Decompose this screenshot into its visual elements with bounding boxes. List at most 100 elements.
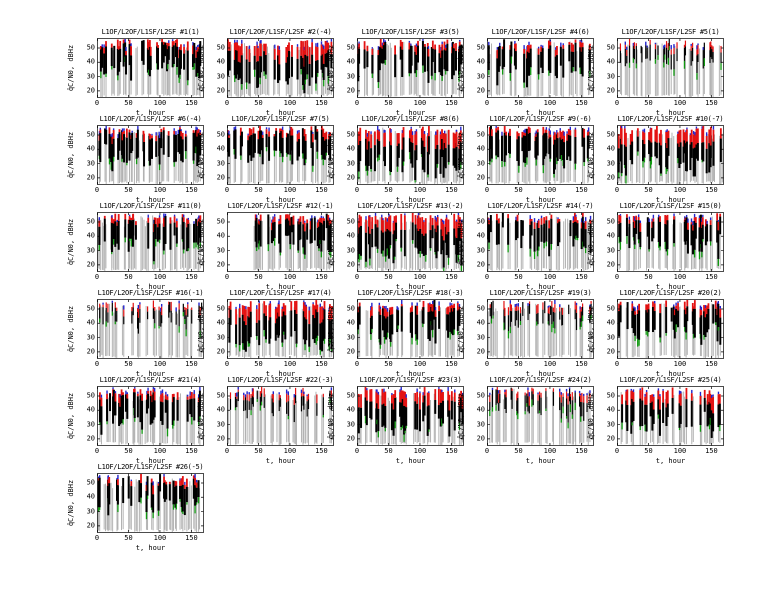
subplot-19: L1OF/L2OF/L1SF/L2SF #19(3) q̂C/N0, dBHz 20… (457, 289, 594, 378)
subplot-title: L1OF/L2OF/L1SF/L2SF #15(0) (619, 202, 722, 210)
x-tick-label: 100 (413, 186, 427, 194)
subplot-23: L1OF/L2OF/L1SF/L2SF #23(3) q̂C/N0, dBHz 20… (327, 376, 464, 465)
y-tick-label: 20 (606, 434, 615, 443)
subplot-10: L1OF/L2OF/L1SF/L2SF #10(-7) q̂C/N0, dBHz 2… (587, 115, 724, 204)
subplot-plot-area (487, 38, 594, 98)
subplot-plot-area (97, 38, 204, 98)
y-tick-label: 50 (606, 43, 615, 52)
subplot-21: L1OF/L2OF/L1SF/L2SF #21(4) q̂C/N0, dBHz 20… (67, 376, 204, 465)
y-tick-label: 40 (476, 57, 485, 66)
x-axis-label: t, hour (135, 370, 166, 378)
x-tick-label: 100 (543, 447, 557, 455)
x-tick-label: 150 (575, 360, 588, 368)
subplot-title: L1OF/L2OF/L1SF/L2SF #4(6) (491, 28, 590, 36)
x-tick-label: 100 (283, 360, 297, 368)
subplot-title: L1OF/L2OF/L1SF/L2SF #24(2) (489, 376, 592, 384)
x-tick-label: 150 (445, 447, 458, 455)
x-tick-label: 50 (124, 186, 133, 194)
x-tick-label: 150 (445, 99, 458, 107)
subplot-12: L1OF/L2OF/L1SF/L2SF #12(-1) q̂C/N0, dBHz 2… (197, 202, 334, 291)
y-tick-label: 50 (346, 391, 355, 400)
subplot-25: L1OF/L2OF/L1SF/L2SF #25(4) q̂C/N0, dBHz 20… (587, 376, 724, 465)
subplot-title: L1OF/L2OF/L1SF/L2SF #14(-7) (487, 202, 594, 210)
x-tick-label: 0 (354, 447, 360, 455)
y-tick-label: 20 (346, 434, 355, 443)
x-axis-label: t, hour (525, 370, 556, 378)
subplot-plot-area (227, 125, 334, 185)
y-tick-label: 30 (476, 246, 485, 255)
x-tick-label: 0 (224, 186, 230, 194)
subplot-title: L1OF/L2OF/L1SF/L2SF #9(-6) (489, 115, 592, 123)
y-axis-label: q̂C/N0, dBHz (197, 392, 205, 440)
subplot-plot-area (617, 125, 724, 185)
x-axis-label: t, hour (525, 283, 556, 291)
x-tick-label: 50 (384, 99, 393, 107)
x-tick-label: 50 (644, 186, 653, 194)
x-tick-label: 150 (575, 186, 588, 194)
y-tick-label: 50 (606, 391, 615, 400)
x-tick-label: 0 (224, 447, 230, 455)
y-tick-label: 20 (86, 434, 95, 443)
x-tick-label: 50 (644, 360, 653, 368)
subplot-9: L1OF/L2OF/L1SF/L2SF #9(-6) q̂C/N0, dBHz 20… (457, 115, 594, 204)
subplot-plot-area (487, 125, 594, 185)
x-axis-label: t, hour (655, 196, 686, 204)
x-tick-label: 0 (354, 99, 360, 107)
subplot-plot-area (97, 212, 204, 272)
subplot-title: L1OF/L2OF/L1SF/L2SF #20(2) (619, 289, 722, 297)
subplot-title: L1OF/L2OF/L1SF/L2SF #13(-2) (357, 202, 464, 210)
y-tick-label: 40 (606, 57, 615, 66)
y-tick-label: 50 (606, 217, 615, 226)
subplot-17: L1OF/L2OF/L1SF/L2SF #17(4) q̂C/N0, dBHz 20… (197, 289, 334, 378)
subplot-title: L1OF/L2OF/L1SF/L2SF #17(4) (229, 289, 332, 297)
x-tick-label: 0 (484, 273, 490, 281)
x-axis-label: t, hour (135, 109, 166, 117)
x-tick-label: 0 (224, 360, 230, 368)
x-tick-label: 150 (705, 99, 718, 107)
y-tick-label: 40 (86, 405, 95, 414)
x-axis-label: t, hour (265, 457, 296, 465)
x-tick-label: 0 (614, 186, 620, 194)
x-tick-label: 0 (484, 186, 490, 194)
y-tick-label: 40 (216, 405, 225, 414)
subplot-plot-area (357, 299, 464, 359)
x-tick-label: 100 (543, 273, 557, 281)
x-tick-label: 0 (94, 186, 100, 194)
y-tick-label: 30 (216, 159, 225, 168)
x-tick-label: 100 (153, 99, 167, 107)
y-axis-label: q̂C/N0, dBHz (457, 44, 465, 92)
x-tick-label: 100 (283, 186, 297, 194)
x-axis-label: t, hour (135, 544, 166, 552)
y-tick-label: 20 (606, 173, 615, 182)
x-tick-label: 150 (445, 360, 458, 368)
x-tick-label: 150 (185, 447, 198, 455)
y-tick-label: 20 (476, 347, 485, 356)
x-axis-label: t, hour (395, 370, 426, 378)
subplot-8: L1OF/L2OF/L1SF/L2SF #8(6) q̂C/N0, dBHz 20 3… (327, 115, 464, 204)
y-tick-label: 40 (476, 318, 485, 327)
x-tick-label: 50 (254, 360, 263, 368)
y-tick-label: 20 (346, 260, 355, 269)
x-tick-label: 150 (445, 186, 458, 194)
subplot-title: L1OF/L2OF/L1SF/L2SF #25(4) (619, 376, 722, 384)
y-tick-label: 50 (86, 304, 95, 313)
x-tick-label: 0 (614, 447, 620, 455)
y-tick-label: 50 (606, 130, 615, 139)
y-axis-label: q̂C/N0, dBHz (67, 305, 75, 353)
y-tick-label: 50 (346, 43, 355, 52)
y-tick-label: 50 (606, 304, 615, 313)
y-tick-label: 40 (346, 231, 355, 240)
y-axis-label: q̂C/N0, dBHz (327, 131, 335, 179)
y-tick-label: 30 (86, 507, 95, 516)
x-tick-label: 150 (185, 99, 198, 107)
y-axis-label: q̂C/N0, dBHz (197, 305, 205, 353)
x-axis-label: t, hour (395, 196, 426, 204)
subplot-18: L1OF/L2OF/L1SF/L2SF #18(-3) q̂C/N0, dBHz 2… (327, 289, 464, 378)
y-axis-label: q̂C/N0, dBHz (67, 479, 75, 527)
y-tick-label: 50 (476, 304, 485, 313)
subplot-plot-area (617, 212, 724, 272)
y-tick-label: 40 (606, 318, 615, 327)
x-tick-label: 150 (705, 273, 718, 281)
y-tick-label: 40 (346, 405, 355, 414)
x-tick-label: 50 (514, 186, 523, 194)
